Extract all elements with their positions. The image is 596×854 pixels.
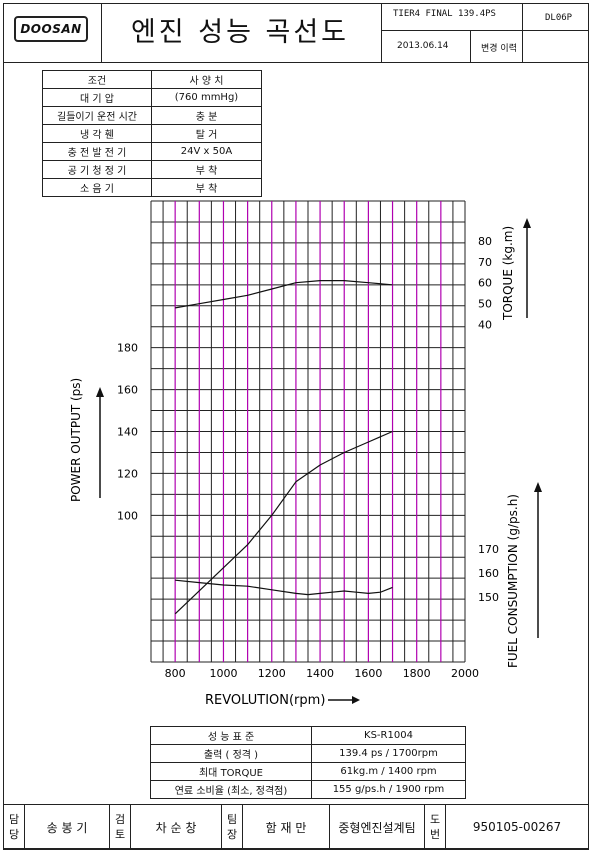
header-bottom-rule — [3, 62, 589, 63]
issue-date: 2013.06.14 — [397, 41, 449, 51]
footer-cell-team: 중형엔진설계팀 — [329, 804, 425, 850]
power-tick-label: 120 — [117, 467, 138, 480]
table-cell: 155 g/ps.h / 1900 rpm — [311, 780, 466, 799]
drawing-number: 950105-00267 — [445, 804, 589, 850]
chart-grid — [150, 200, 466, 663]
table-cell: 소 음 기 — [42, 178, 152, 197]
x-tick-label: 800 — [165, 667, 186, 680]
fuel-axis-arrowhead — [534, 482, 542, 492]
footer-cell-name: 차 순 창 — [130, 804, 222, 850]
fuel-tick-label: 170 — [478, 543, 499, 556]
chart-curves — [174, 279, 393, 615]
table-row: 최대 TORQUE 61kg.m / 1400 rpm — [150, 762, 466, 781]
power-tick-label: 100 — [117, 509, 138, 522]
torque-tick-label: 40 — [478, 319, 492, 332]
table-cell: 공 기 청 정 기 — [42, 160, 152, 179]
table-cell: 성 능 표 준 — [150, 726, 312, 745]
x-tick-label: 1000 — [209, 667, 237, 680]
table-cell: KS-R1004 — [311, 726, 466, 745]
engine-code: DL06P — [545, 13, 573, 23]
x-tick-label: 1200 — [258, 667, 286, 680]
table-row: 대 기 압 (760 mmHg) — [42, 88, 262, 107]
table-cell: 139.4 ps / 1700rpm — [311, 744, 466, 763]
change-history: 변경 이력 — [481, 44, 517, 54]
table-cell: 대 기 압 — [42, 88, 152, 107]
fuel-curve — [175, 579, 393, 596]
x-axis-arrowhead — [352, 696, 360, 704]
power-axis-label: POWER OUTPUT (ps) — [69, 378, 83, 502]
footer-cell-name: 함 재 만 — [242, 804, 330, 850]
torque-curve — [175, 279, 393, 309]
table-cell: 부 착 — [151, 160, 262, 179]
table-row: 출력 ( 정격 ) 139.4 ps / 1700rpm — [150, 744, 466, 763]
power-axis-arrowhead — [96, 387, 104, 397]
torque-tick-label: 80 — [478, 235, 492, 248]
footer-cell-name: 송 봉 기 — [24, 804, 110, 850]
table-row: 조건 사 양 치 — [42, 70, 262, 89]
header-divider — [470, 30, 471, 63]
performance-chart: 800 1000 1200 1400 1600 1800 2000 100 120 140 160 1… — [69, 200, 542, 708]
x-axis-label: REVOLUTION(rpm) — [205, 693, 325, 708]
x-tick-label: 2000 — [451, 667, 479, 680]
model-line: TIER4 FINAL 139.4PS — [393, 9, 496, 19]
chart-labels: 800 1000 1200 1400 1600 1800 2000 100 120 140 160 1… — [69, 218, 542, 708]
x-tick-label: 1800 — [403, 667, 431, 680]
table-cell: 출력 ( 정격 ) — [150, 744, 312, 763]
header-divider — [101, 3, 102, 63]
table-cell: 최대 TORQUE — [150, 762, 312, 781]
torque-tick-label: 70 — [478, 256, 492, 269]
fuel-axis-label: FUEL CONSUMPTION (g/ps.h) — [506, 494, 520, 668]
table-row: 충 전 발 전 기 24V x 50A — [42, 142, 262, 161]
table-row: 길들이기 운전 시간 충 분 — [42, 106, 262, 125]
x-tick-label: 1600 — [354, 667, 382, 680]
fuel-tick-label: 150 — [478, 591, 499, 604]
torque-tick-label: 60 — [478, 277, 492, 290]
header-divider — [522, 3, 523, 63]
document-title: 엔진 성능 곡선도 — [130, 17, 350, 48]
header-divider — [381, 3, 382, 63]
torque-axis-label: TORQUE (kg.m) — [501, 226, 515, 321]
torque-axis-arrowhead — [523, 218, 531, 228]
table-cell: 24V x 50A — [151, 142, 262, 161]
conditions-table: 조건 사 양 치 대 기 압 (760 mmHg) 길들이기 운전 시간 충 분 냉… — [42, 70, 262, 197]
table-cell: 부 착 — [151, 178, 262, 197]
performance-table: 성 능 표 준 KS-R1004 출력 ( 정격 ) 139.4 ps / 1700… — [150, 726, 466, 799]
table-cell: 충 분 — [151, 106, 262, 125]
doosan-logo: DOOSAN — [14, 16, 88, 42]
power-tick-label: 180 — [117, 342, 138, 355]
table-cell: 연료 소비율 (최소, 정격점) — [150, 780, 312, 799]
table-cell: 냉 각 휀 — [42, 124, 152, 143]
torque-tick-label: 50 — [478, 298, 492, 311]
header-divider — [381, 30, 589, 31]
table-cell: 길들이기 운전 시간 — [42, 106, 152, 125]
table-header-cell: 사 양 치 — [151, 70, 262, 89]
table-row: 연료 소비율 (최소, 정격점) 155 g/ps.h / 1900 rpm — [150, 780, 466, 799]
table-cell: 탈 거 — [151, 124, 262, 143]
power-tick-label: 140 — [117, 426, 138, 439]
x-tick-label: 1400 — [306, 667, 334, 680]
table-cell: 충 전 발 전 기 — [42, 142, 152, 161]
power-tick-label: 160 — [117, 384, 138, 397]
fuel-tick-label: 160 — [478, 567, 499, 580]
power-curve — [174, 430, 393, 615]
table-cell: (760 mmHg) — [151, 88, 262, 107]
table-cell: 61kg.m / 1400 rpm — [311, 762, 466, 781]
table-header-cell: 조건 — [42, 70, 152, 89]
table-row: 성 능 표 준 KS-R1004 — [150, 726, 466, 745]
